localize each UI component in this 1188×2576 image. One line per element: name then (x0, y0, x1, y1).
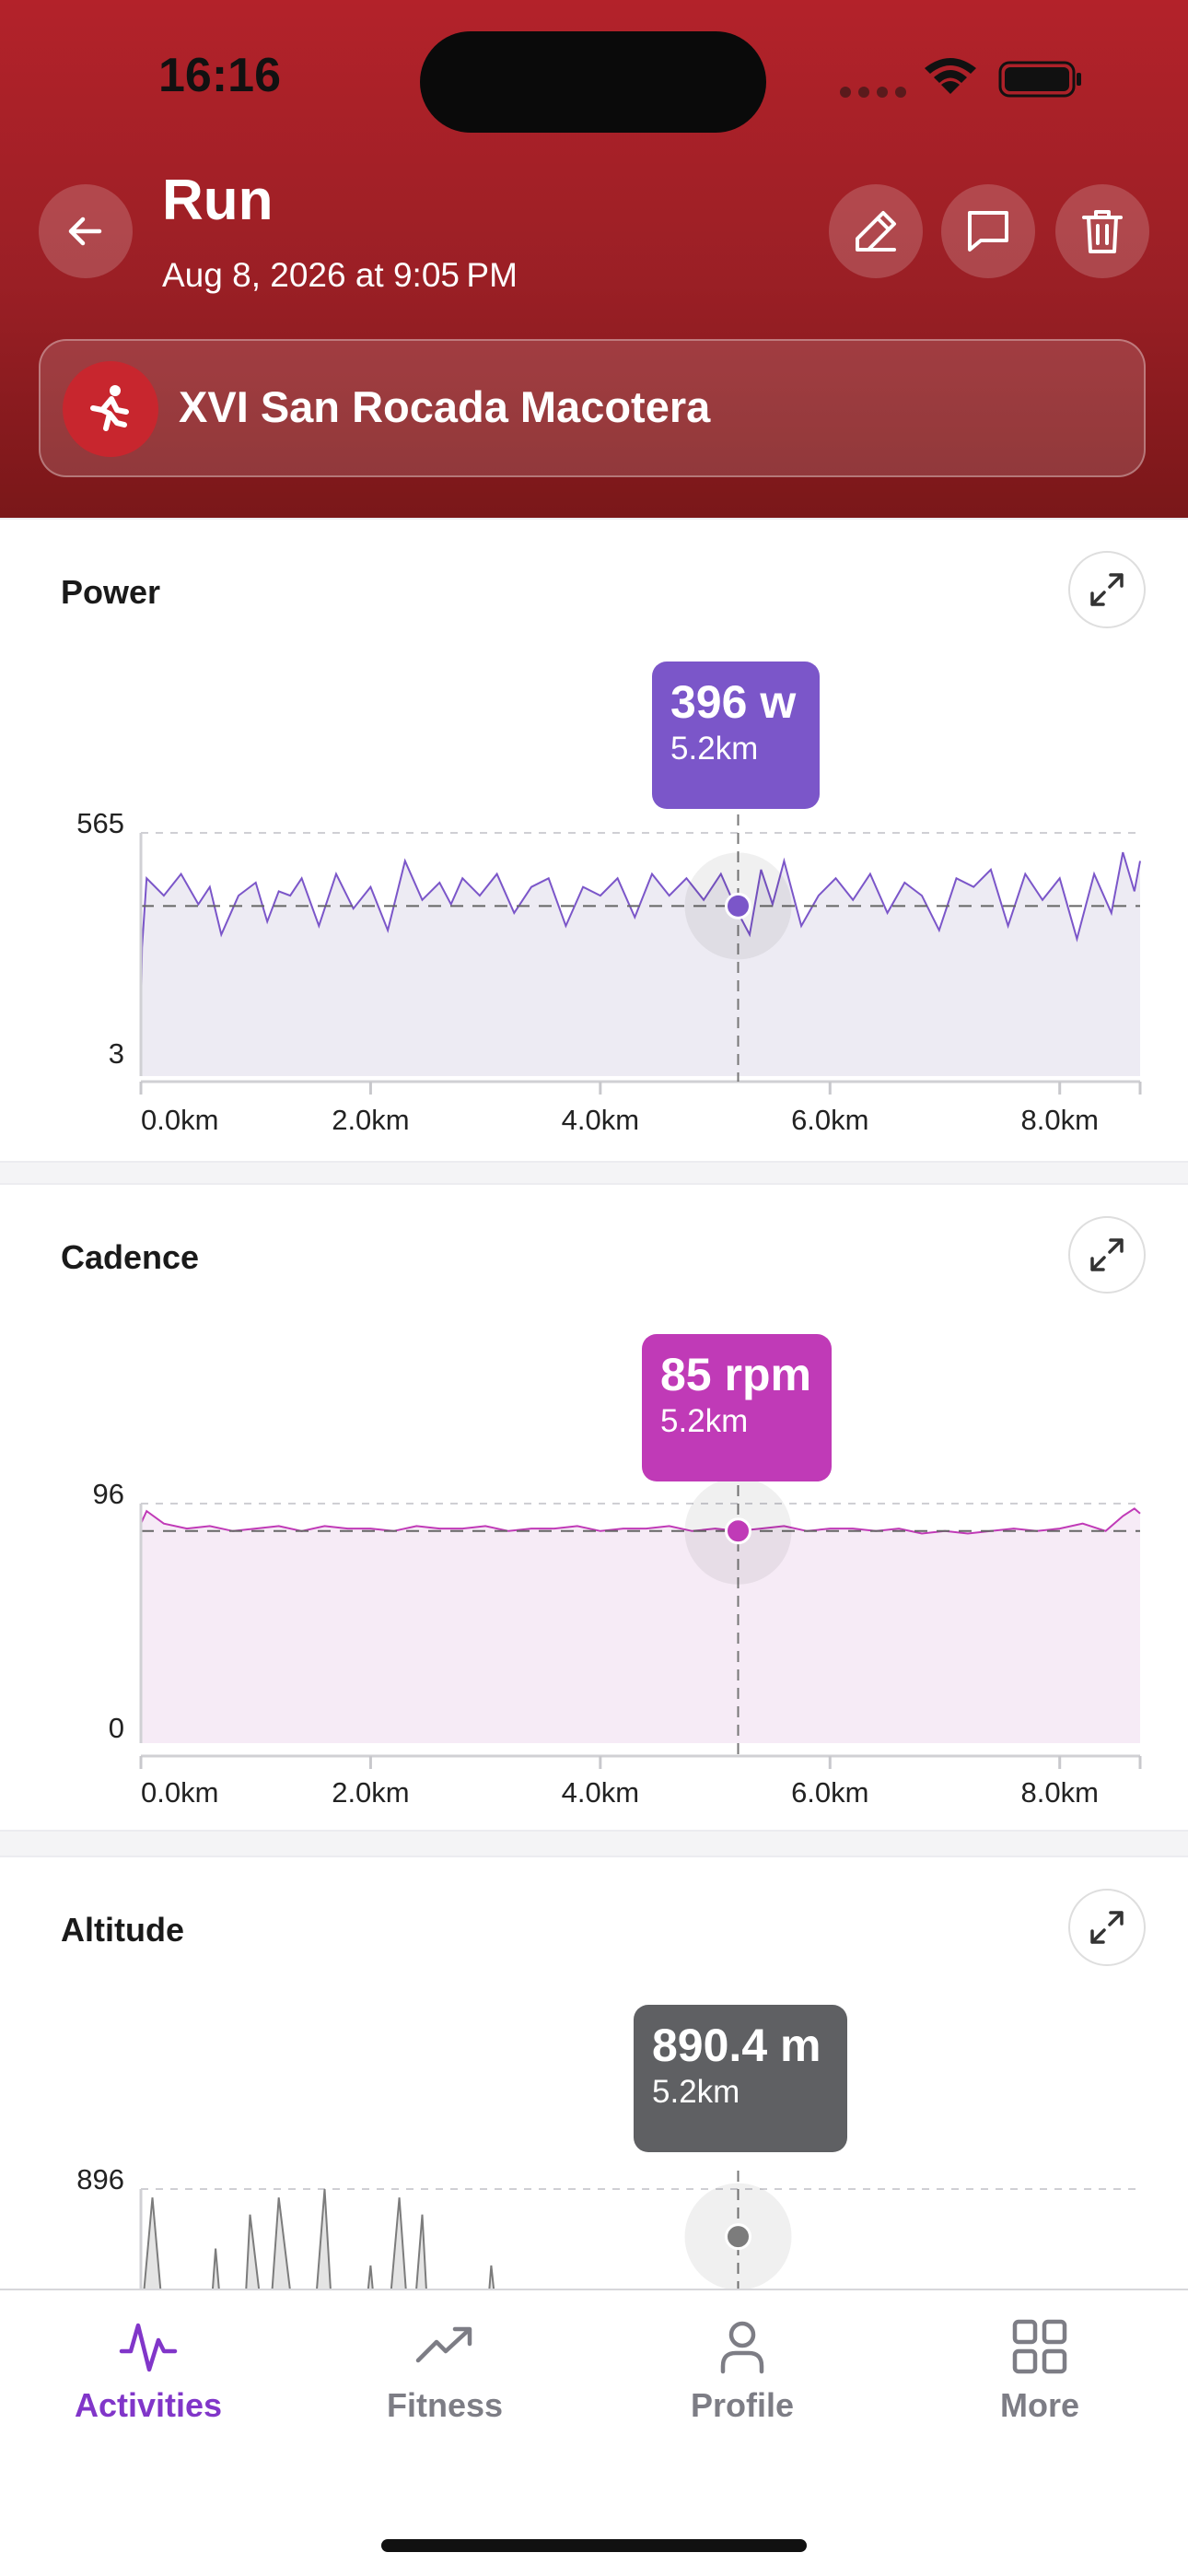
cursor-point (725, 892, 752, 919)
tab-label: Activities (74, 2386, 223, 2424)
pencil-icon (856, 211, 896, 252)
series-area (141, 1508, 1140, 1743)
x-tick-label: 4.0km (562, 1104, 639, 1136)
chart-tooltip: 85 rpm 5.2km (642, 1334, 832, 1481)
tooltip-position: 5.2km (652, 2074, 740, 2110)
cursor-point (725, 2223, 752, 2251)
tooltip-value: 85 rpm (660, 1349, 811, 1400)
tab-label: Profile (690, 2386, 795, 2424)
tab-activities[interactable]: Activities (0, 2290, 297, 2456)
expand-icon (1090, 1911, 1124, 1944)
x-tick-label: 2.0km (332, 1104, 409, 1136)
expand-icon (1090, 1238, 1124, 1271)
x-tick-label: 0.0km (141, 1104, 218, 1136)
y-tick-label: 896 (76, 2163, 124, 2195)
comment-icon (968, 211, 1008, 252)
trash-icon (1082, 210, 1123, 253)
x-tick-label: 8.0km (1020, 1104, 1098, 1136)
comment-button[interactable] (941, 184, 1035, 278)
tab-label: More (999, 2386, 1079, 2424)
arrow-left-icon (68, 217, 102, 246)
series-area (141, 852, 1140, 1076)
chart-title: Power (61, 573, 161, 611)
chart-tooltip: 890.4 m 5.2km (634, 2005, 847, 2152)
activity-datetime: Aug 8, 2026 at 9:05 PM (162, 256, 518, 294)
running-person-icon (63, 361, 158, 457)
activity-icon (119, 2323, 178, 2372)
x-tick-label: 6.0km (791, 1104, 868, 1136)
series-line (140, 851, 1141, 1013)
expand-chart-button[interactable] (1068, 551, 1146, 628)
tab-profile[interactable]: Profile (594, 2290, 891, 2456)
expand-chart-button[interactable] (1068, 1216, 1146, 1294)
x-tick-label: 4.0km (562, 1776, 639, 1809)
cursor-point (725, 1517, 752, 1545)
chart-tooltip: 396 w 5.2km (652, 662, 820, 809)
status-bar-time: 16:16 (158, 49, 281, 102)
home-indicator (381, 2539, 807, 2552)
chart-title: Cadence (61, 1238, 200, 1276)
power-chart[interactable]: 565 3 0.0km 2.0km 4.0km 6.0km 8.0km (0, 520, 1188, 1165)
tooltip-position: 5.2km (660, 1403, 749, 1439)
expand-icon (1090, 573, 1124, 606)
y-tick-label: 565 (76, 807, 124, 839)
trend-icon (415, 2326, 472, 2363)
dynamic-island (420, 31, 766, 133)
cellular-signal-icon (840, 87, 906, 98)
y-tick-label: 96 (93, 1478, 124, 1510)
cadence-chart[interactable]: 96 0 0.0km 2.0km 4.0km 6.0km 8.0km (0, 1185, 1188, 1833)
bottom-tab-bar: Activities Fitness Profile More (0, 2289, 1188, 2576)
activity-title: Run (162, 169, 274, 232)
series-line (140, 1507, 1141, 1535)
delete-button[interactable] (1055, 184, 1149, 278)
tab-fitness[interactable]: Fitness (297, 2290, 593, 2456)
battery-icon (998, 61, 1081, 98)
x-tick-label: 2.0km (332, 1776, 409, 1809)
person-icon (720, 2321, 764, 2374)
x-tick-label: 8.0km (1020, 1776, 1098, 1809)
wifi-icon (925, 58, 976, 94)
event-banner[interactable]: XVI San Rocada Macotera (39, 339, 1146, 477)
y-tick-label: 0 (109, 1712, 124, 1744)
power-chart-card: Power 565 3 0.0km 2.0km 4.0km 6.0km 8.0km 396 … (0, 518, 1188, 1163)
x-tick-label: 0.0km (141, 1776, 218, 1809)
back-button[interactable] (39, 184, 133, 278)
tooltip-position: 5.2km (670, 731, 759, 767)
x-tick-label: 6.0km (791, 1776, 868, 1809)
tab-more[interactable]: More (891, 2290, 1188, 2456)
tooltip-value: 396 w (670, 676, 797, 728)
y-tick-label: 3 (109, 1037, 124, 1070)
edit-button[interactable] (829, 184, 923, 278)
tab-label: Fitness (386, 2386, 504, 2424)
activity-header: 16:16 Run Aug 8, 2026 at 9:05 PM XVI San… (0, 0, 1188, 518)
chart-title: Altitude (61, 1911, 184, 1949)
cadence-chart-card: Cadence 96 0 0.0km 2.0km 4.0km 6.0km 8.0km 85 … (0, 1183, 1188, 1832)
grid-icon (1012, 2319, 1067, 2374)
expand-chart-button[interactable] (1068, 1889, 1146, 1966)
tooltip-value: 890.4 m (652, 2020, 821, 2071)
event-name: XVI San Rocada Macotera (179, 382, 711, 431)
